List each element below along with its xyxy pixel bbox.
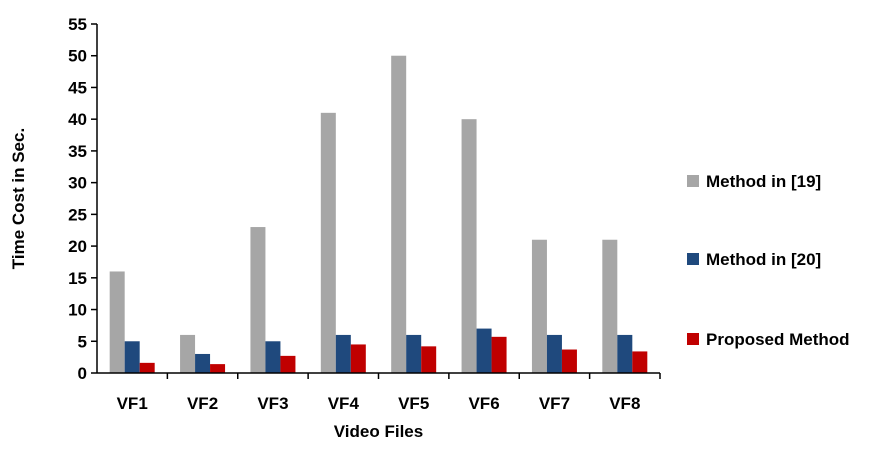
x-axis-title: Video Files [334, 422, 423, 441]
y-tick-label: 35 [68, 142, 87, 161]
x-category-label: VF7 [539, 394, 570, 413]
bar-vf1-series-2 [124, 341, 140, 373]
legend-label: Proposed Method [706, 330, 850, 349]
bar-vf8-series-2 [617, 334, 633, 373]
legend-label: Method in [19] [706, 172, 821, 191]
y-tick-label: 25 [68, 205, 87, 224]
x-category-label: VF2 [187, 394, 218, 413]
bar-vf4-series-2 [335, 334, 351, 373]
y-tick-label: 30 [68, 174, 87, 193]
bar-vf5-series-2 [406, 334, 422, 373]
x-category-label: VF1 [117, 394, 148, 413]
bar-vf4-series-3 [350, 344, 366, 373]
bar-vf2-series-2 [195, 353, 211, 373]
bar-vf6-series-3 [491, 336, 507, 373]
bar-vf2-series-1 [180, 334, 196, 373]
x-category-label: VF3 [257, 394, 288, 413]
legend: Method in [19] Method in [20] Proposed Met… [687, 172, 850, 349]
y-ticks-group: 0 5 10 15 20 25 30 35 40 45 50 55 [68, 15, 97, 383]
bar-vf5-series-1 [391, 55, 407, 374]
bar-vf6-series-2 [476, 328, 492, 373]
legend-swatch [687, 333, 699, 345]
bar-vf4-series-1 [320, 112, 336, 373]
y-tick-label: 40 [68, 110, 87, 129]
y-tick-label: 5 [78, 332, 87, 351]
y-tick-label: 45 [68, 78, 87, 97]
x-category-label: VF8 [609, 394, 640, 413]
bar-vf7-series-1 [531, 239, 547, 373]
x-category-label: VF6 [468, 394, 499, 413]
y-tick-label: 0 [78, 364, 87, 383]
bar-vf8-series-3 [632, 351, 648, 373]
bar-vf3-series-3 [280, 355, 296, 373]
bar-vf1-series-1 [109, 271, 125, 373]
bars-group [109, 55, 648, 374]
bar-vf3-series-2 [265, 341, 281, 373]
y-axis-title: Time Cost in Sec. [9, 128, 28, 269]
legend-swatch [687, 175, 699, 187]
x-category-label: VF5 [398, 394, 429, 413]
y-tick-label: 55 [68, 15, 87, 34]
y-tick-label: 50 [68, 47, 87, 66]
bar-vf5-series-3 [421, 346, 437, 373]
bar-vf7-series-2 [546, 334, 562, 373]
bar-vf1-series-3 [139, 362, 155, 373]
bar-vf3-series-1 [250, 227, 266, 373]
x-categories-group: VF1 VF2 VF3 VF4 VF5 VF6 VF7 VF8 [117, 373, 661, 413]
bar-vf7-series-3 [561, 349, 577, 373]
x-category-label: VF4 [328, 394, 360, 413]
bar-vf6-series-1 [461, 119, 477, 373]
legend-swatch [687, 253, 699, 265]
y-tick-label: 15 [68, 269, 87, 288]
y-tick-label: 20 [68, 237, 87, 256]
bar-vf2-series-3 [210, 364, 226, 373]
y-tick-label: 10 [68, 301, 87, 320]
legend-label: Method in [20] [706, 250, 821, 269]
bar-vf8-series-1 [602, 239, 618, 373]
